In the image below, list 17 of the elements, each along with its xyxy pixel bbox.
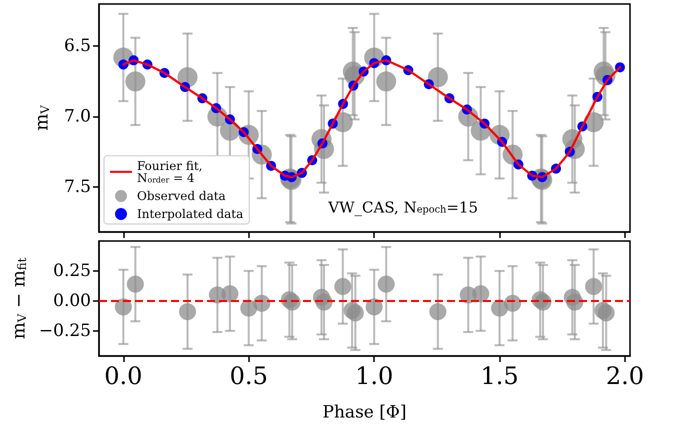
- y-tick-label: 6.5: [64, 36, 91, 56]
- y-tick-label: 7.5: [64, 176, 91, 197]
- x-tick-label: 2.0: [606, 362, 644, 390]
- legend-label: Interpolated data: [137, 207, 244, 221]
- x-tick-label: 0.0: [104, 362, 142, 390]
- y-tick-label: 7.0: [64, 106, 91, 127]
- x-tick-label: 1.5: [480, 362, 519, 390]
- y-tick-label: 0.25: [53, 260, 91, 281]
- legend-label: Observed data: [137, 189, 226, 203]
- y-tick-label: −0.25: [38, 320, 91, 341]
- y-tick-label: 0.00: [53, 290, 91, 311]
- x-tick-label: 1.0: [355, 362, 394, 390]
- y-axis-title: mV: [31, 104, 52, 131]
- x-tick-label: 0.5: [230, 362, 268, 390]
- annotation: VW_CAS, Nepoch=15: [327, 198, 478, 216]
- y-axis-title: mV − mfit: [8, 257, 30, 340]
- x-axis-title: Phase [Φ]: [322, 402, 406, 422]
